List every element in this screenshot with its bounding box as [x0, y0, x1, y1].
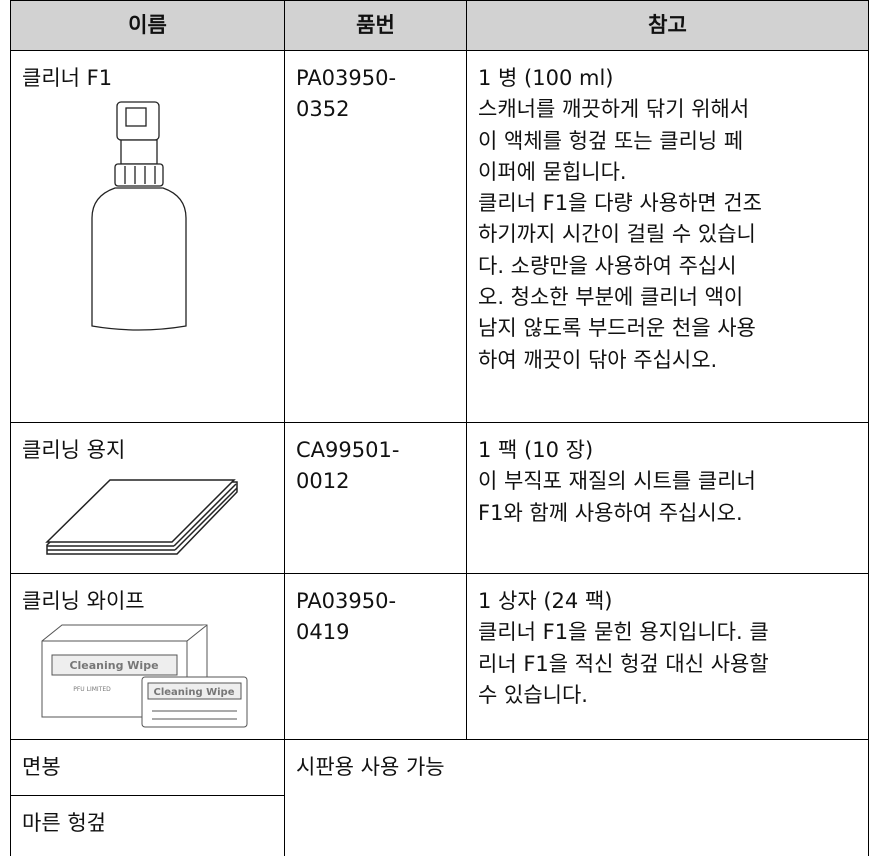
- name-cell: 마른 헝겊: [10, 795, 285, 856]
- text-line: 오. 청소한 부분에 클리너 액이: [478, 285, 744, 310]
- part-cell: PA03950- 0419: [284, 573, 467, 740]
- paper-illustration: [45, 479, 238, 556]
- text-line: PA03950-: [296, 66, 397, 90]
- text-line: 클리너 F1을 묻힌 용지입니다. 클: [478, 620, 769, 645]
- name-cell: 클리너 F1: [10, 50, 285, 423]
- name-cell: 면봉: [10, 739, 285, 796]
- text-line: 수 있습니다.: [478, 682, 588, 707]
- wipe-illustration: Cleaning Wipe Cleaning Wipe PFU LIMITED: [41, 624, 248, 728]
- text-line: 하여 깨끗이 닦아 주십시오.: [478, 347, 718, 372]
- note-line: 시판용 사용 가능: [296, 755, 445, 779]
- text-line: 리너 F1을 적신 헝겊 대신 사용할: [478, 651, 769, 676]
- text-line: 0012: [296, 469, 350, 494]
- row: 클리닝 와이프 Cleaning Wipe Cleaning Wipe PFU …: [10, 573, 869, 740]
- name: 면봉: [22, 755, 61, 779]
- name: 클리닝 용지: [22, 438, 126, 462]
- text-line: F1와 함께 사용하여 주십시오.: [478, 500, 743, 525]
- text-line: 0352: [296, 97, 350, 122]
- row: 클리닝 용지 CA99501- 0012 1 팩 (10 장) 이 부직포 재질의 …: [10, 422, 869, 574]
- part-cell: PA03950- 0352: [284, 50, 467, 423]
- illustration-label: PFU LIMITED: [73, 686, 111, 693]
- header-cell: 품번: [284, 0, 467, 51]
- name: 마른 헝겊: [22, 811, 106, 835]
- bottle-illustration: [91, 101, 187, 331]
- note-cell: 1 팩 (10 장) 이 부직포 재질의 시트를 클리너 F1와 함께 사용하여 주…: [466, 422, 869, 574]
- text-line: 이퍼에 묻힙니다.: [478, 159, 627, 184]
- part-cell: CA99501- 0012: [284, 422, 467, 574]
- header-row: 이름 품번 참고: [10, 0, 869, 51]
- text-line: PA03950-: [296, 589, 397, 613]
- text-line: 남지 않도록 부드러운 천을 사용: [478, 316, 756, 341]
- row: 마른 헝겊: [10, 795, 869, 856]
- text-line: 클리너 F1을 다량 사용하면 건조: [478, 191, 762, 216]
- text-line: 다. 소량만을 사용하여 주십시: [478, 253, 737, 278]
- name-cell: 클리닝 와이프 Cleaning Wipe Cleaning Wipe PFU …: [10, 573, 285, 740]
- name: 클리닝 와이프: [22, 589, 145, 613]
- header-cell: 이름: [10, 0, 285, 51]
- text-line: 1 팩 (10 장): [478, 438, 594, 462]
- row: 면봉 시판용 사용 가능: [10, 739, 869, 856]
- text-line: 이 액체를 헝겊 또는 클리닝 페: [478, 128, 744, 153]
- text-line: 0419: [296, 620, 350, 645]
- text-line: 스캐너를 깨끗하게 닦기 위해서: [478, 97, 750, 122]
- text-line: 이 부직포 재질의 시트를 클리너: [478, 469, 756, 494]
- parts-table: 이름 품번 참고 클리너 F1 PA03950- 0352 1 병 (100 ml…: [10, 0, 869, 856]
- illustration-label: Cleaning Wipe: [153, 687, 234, 698]
- row: 클리너 F1 PA03950- 0352 1 병 (100 ml) 스캐너를 깨끗하…: [10, 50, 869, 423]
- header-cell: 참고: [466, 0, 869, 51]
- text-line: 하기까지 시간이 걸릴 수 있습니: [478, 222, 756, 247]
- shared-note-cell: 시판용 사용 가능: [284, 739, 869, 856]
- illustration-label: Cleaning Wipe: [69, 659, 158, 672]
- text-line: 1 상자 (24 팩): [478, 589, 613, 613]
- text-line: CA99501-: [296, 438, 400, 462]
- name-cell: 클리닝 용지: [10, 422, 285, 574]
- name: 클리너 F1: [22, 66, 113, 90]
- text-line: 1 병 (100 ml): [478, 66, 614, 90]
